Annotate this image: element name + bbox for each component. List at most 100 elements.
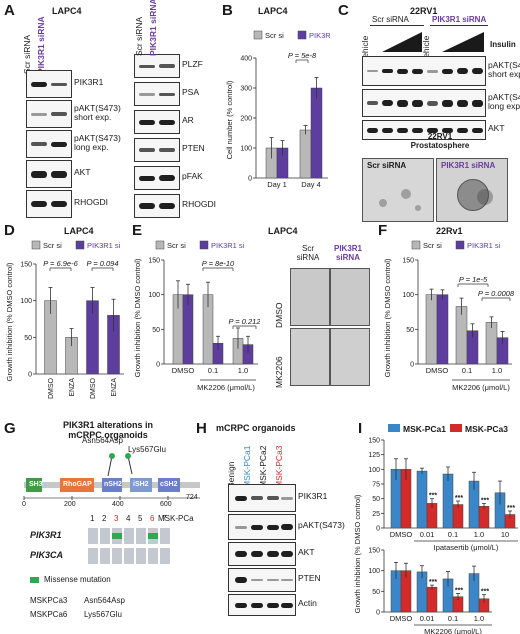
panel-g-cell-1-2 <box>100 548 110 564</box>
panel-d-ytick-label-0: 0 <box>28 372 32 379</box>
panel-i-bottom-xtick-2: 0.1 <box>448 614 458 623</box>
panel-a-right-label-3: PTEN <box>182 143 205 153</box>
panel-h-band-4-1 <box>251 602 263 608</box>
panel-c-lane-scr: Scr siRNA <box>372 15 409 24</box>
panel-i-bottom-ytick-label-50: 50 <box>372 589 380 596</box>
panel-i-bottom-sig-2: *** <box>455 587 463 594</box>
panel-d-1-pvalue: P = 6.9e-6 <box>43 259 78 268</box>
panel-b-ytick-label-400: 400 <box>240 56 252 63</box>
panel-f-bar-2-0 <box>485 322 498 365</box>
panel-c-lane-pik3r1: PIK3R1 siRNA <box>432 15 487 24</box>
panel-a-left-blot-0 <box>26 70 72 98</box>
panel-c-band-0-7 <box>472 68 483 74</box>
panel-a-left-label-0: PIK3R1 <box>74 77 104 87</box>
panel-g-missense-mark-3 <box>112 533 122 539</box>
panel-c-sphere-pik3r1-label: PIK3R1 siRNA <box>441 161 496 170</box>
panel-i-bottom-xtick-3: 1.0 <box>474 614 484 623</box>
panel-a-right-blot-3 <box>134 138 180 162</box>
panel-c-band-2-0 <box>367 127 378 133</box>
panel-h-band-3-1 <box>251 579 263 581</box>
panel-h-band-4-2 <box>267 602 279 608</box>
panel-a-right-label-0: PLZF <box>182 59 203 69</box>
panel-g-sample-number-1: 1 <box>90 514 95 523</box>
panel-i-top-ytick-label-25: 25 <box>372 511 380 518</box>
panel-i-top-ytick-label-100: 100 <box>368 467 380 474</box>
panel-a-right-band-1-1 <box>159 92 175 96</box>
panel-g-msk-label: MSK-PCa <box>158 514 194 523</box>
panel-a-left-band-2-0 <box>31 142 47 146</box>
panel-c-band-0-5 <box>442 68 453 74</box>
panel-h-blot-1 <box>228 514 296 540</box>
panel-f-bar-1-0 <box>455 306 468 365</box>
panel-b-ytick-label-300: 300 <box>240 86 252 93</box>
panel-e-legend-swatch-1 <box>199 240 209 250</box>
panel-i-top-xtick-0: DMSO <box>390 530 413 539</box>
panel-g-letter: G <box>4 420 16 437</box>
panel-g-mut1: Asn564Asp <box>82 436 123 445</box>
panel-g-cell-0-1 <box>88 528 98 544</box>
panel-c-band-1-5 <box>442 99 453 107</box>
panel-i-top-ytick-label-50: 50 <box>372 496 380 503</box>
panel-g-gene-pik3r1: PIK3R1 <box>30 530 62 540</box>
panel-e-ytick-label-0: 0 <box>156 362 160 369</box>
panel-h-band-2-0 <box>235 551 247 557</box>
panel-a-left-blot-4 <box>26 190 72 218</box>
panel-c-label-1: pAKT(S473) long exposure <box>488 92 520 111</box>
panel-c-band-1-6 <box>457 99 468 107</box>
panel-a-right-band-3-0 <box>139 148 155 152</box>
panel-e-img-col-scr: Scr siRNA <box>296 244 320 262</box>
panel-c-band-0-3 <box>412 68 423 74</box>
panel-h-band-4-3 <box>281 602 293 608</box>
panel-b-ytick-label-0: 0 <box>248 176 252 183</box>
panel-g-length: 724 <box>186 494 198 501</box>
panel-f-xtick-2: 1.0 <box>492 366 502 375</box>
panel-f-letter: F <box>378 222 388 239</box>
panel-d-chart: Scr si PIK3R1 si 0 50 100 150 DMSO ENZA DMSO ENZA… <box>5 240 124 399</box>
panel-b-legend-swatch-0 <box>253 30 263 40</box>
panel-h-label-2: AKT <box>298 547 315 557</box>
panel-i-top-ytick-label-75: 75 <box>372 482 380 489</box>
panel-h-blot-2 <box>228 542 296 566</box>
panel-b-xtick-1: Day 4 <box>301 180 321 189</box>
panel-f-1-pvalue: P = 1e-5 <box>459 275 488 284</box>
panel-g-domain-diagram <box>23 453 200 500</box>
panel-h-band-0-3 <box>281 496 293 500</box>
panel-c-band-0-1 <box>382 69 393 73</box>
panel-h-label-1: pAKT(S473) <box>298 520 345 530</box>
panel-b-bar-1-0 <box>299 129 312 179</box>
panel-f-legend-swatch-0 <box>411 240 421 250</box>
panel-e-1-pvalue: P = 8e-10 <box>202 259 235 268</box>
panel-h-label-4: Actin <box>298 598 317 608</box>
panel-b-legend-label-1: PIK3R1 si <box>309 31 330 40</box>
panel-g-cell-0-5 <box>136 528 146 544</box>
panel-i-bottom-xtick-1: 0.01 <box>420 614 435 623</box>
panel-c-band-2-2 <box>397 127 408 133</box>
panel-g-cell-1-3 <box>112 548 122 564</box>
panel-i-top-bar-1-0 <box>416 470 428 529</box>
panel-i-bottom-ytick-label-150: 150 <box>368 548 380 555</box>
panel-g-sample-1-name: MSKPCa3 <box>30 596 68 605</box>
panel-h-band-0-2 <box>267 496 279 500</box>
panel-a-cell-line: LAPC4 <box>52 6 82 16</box>
panel-c-band-2-6 <box>457 127 468 133</box>
panel-a-left-band-3-0 <box>31 170 47 178</box>
panel-c-band-2-4 <box>427 127 438 133</box>
panel-i-letter: I <box>358 420 363 437</box>
panel-d-2-pvalue: P = 0.094 <box>86 259 118 268</box>
panel-c-band-0-2 <box>397 68 408 74</box>
panel-a-left-band-2-1 <box>51 141 67 147</box>
panel-d-letter: D <box>4 222 15 239</box>
panel-e-img-scr-mk2206 <box>290 328 330 386</box>
panel-a-right-blot-4 <box>134 166 180 190</box>
panel-a-right-band-4-1 <box>159 175 175 181</box>
panel-a-left-label-2: pAKT(S473) long exp. <box>74 133 121 152</box>
panel-c-label-0: pAKT(S473) short exposure <box>488 60 520 79</box>
panel-h-lane-pca1: MSK-PCa1 <box>242 445 252 488</box>
panel-g-tick-0: 0 <box>22 501 26 508</box>
panel-g-sample-number-5: 5 <box>138 514 143 523</box>
panel-i-legend-label-1: MSK-PCa3 <box>465 424 508 434</box>
panel-g-sample-number-6: 6 <box>150 514 155 523</box>
panel-c-scr-line <box>370 25 424 26</box>
panel-g-domain-csh2: cSH2 <box>160 481 178 488</box>
panel-h-band-1-2 <box>267 524 279 530</box>
